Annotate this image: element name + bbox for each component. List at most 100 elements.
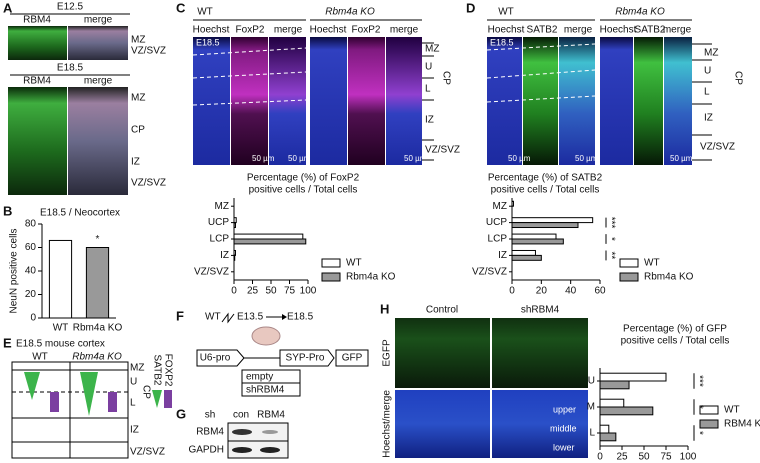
x-tick-label: 100 bbox=[680, 452, 697, 463]
column-label: merge bbox=[390, 25, 419, 36]
x-tick-label: 40 bbox=[565, 286, 577, 297]
micrograph bbox=[523, 37, 558, 165]
bar bbox=[233, 238, 307, 245]
layer-label: IZ bbox=[425, 115, 434, 126]
significance: * bbox=[605, 237, 616, 241]
significance: *** bbox=[693, 375, 704, 387]
scale-bar: 50 µm bbox=[404, 154, 427, 163]
band bbox=[262, 430, 278, 434]
group-label: WT bbox=[32, 352, 48, 363]
diagram-title: E18.5 mouse cortex bbox=[16, 339, 105, 350]
significance: * bbox=[693, 405, 704, 409]
bar bbox=[599, 406, 654, 416]
foxp2-shape bbox=[50, 392, 59, 412]
row-label: Hoechst/merge bbox=[382, 390, 393, 458]
legend-swatch bbox=[619, 258, 639, 268]
micrograph bbox=[68, 87, 128, 195]
x-tick-label: 25 bbox=[247, 286, 259, 297]
layer-label: L bbox=[704, 87, 710, 98]
micrograph bbox=[68, 26, 128, 60]
y-tick-label: UCP bbox=[208, 217, 229, 228]
promoter: U6-pro bbox=[200, 353, 231, 364]
column-label: RBM4 bbox=[23, 76, 51, 87]
x-tick-label: 25 bbox=[616, 452, 628, 463]
y-tick-label: VZ/SVZ bbox=[472, 266, 507, 277]
promoter-box bbox=[196, 349, 245, 367]
bar bbox=[48, 239, 73, 319]
micrograph bbox=[386, 37, 422, 165]
bar bbox=[233, 222, 236, 229]
column-label: merge bbox=[84, 15, 113, 26]
legend-swatch bbox=[699, 419, 719, 429]
y-tick-label: 0 bbox=[30, 313, 36, 324]
panel-label: C bbox=[176, 0, 186, 15]
column-label: con bbox=[233, 410, 249, 421]
reporter-box bbox=[335, 349, 369, 367]
x-tick-label: WT bbox=[53, 323, 69, 334]
y-axis-label: NeuN positive cells bbox=[9, 228, 20, 313]
x-tick-label: 60 bbox=[594, 286, 606, 297]
cortex-diagram bbox=[11, 361, 129, 459]
panel-label: F bbox=[176, 308, 184, 323]
bar bbox=[233, 254, 236, 261]
micrograph bbox=[559, 37, 595, 165]
row-head: sh bbox=[205, 410, 216, 421]
stage: E18.5 bbox=[490, 37, 514, 47]
satb2-shape bbox=[24, 372, 40, 400]
layer-label: VZ/SVZ bbox=[131, 178, 166, 189]
y-tick-label: L bbox=[589, 428, 595, 439]
legend-label: RBM4 KD bbox=[724, 419, 760, 430]
cp-label: CP bbox=[732, 71, 743, 85]
x-tick-label: 75 bbox=[284, 286, 296, 297]
band bbox=[232, 447, 252, 453]
scale-bar: 50 µm bbox=[575, 154, 598, 163]
y-tick-label: 20 bbox=[25, 289, 37, 300]
marker-label: SATB2 bbox=[151, 355, 162, 386]
arrowhead bbox=[282, 314, 287, 320]
layer-label: L bbox=[130, 398, 136, 409]
row-label: GAPDH bbox=[188, 445, 224, 456]
layer-label: IZ bbox=[704, 113, 713, 124]
bar bbox=[511, 254, 542, 261]
legend-label: WT bbox=[724, 405, 740, 416]
micrograph bbox=[8, 87, 67, 195]
column-label: FoxP2 bbox=[352, 25, 381, 36]
layer-label: MZ bbox=[131, 35, 145, 46]
condition-label: shRBM4 bbox=[521, 305, 560, 316]
bar bbox=[233, 217, 237, 224]
micrograph bbox=[348, 37, 385, 165]
micrograph bbox=[8, 26, 67, 60]
chart-title: Percentage (%) of GFP bbox=[623, 324, 727, 335]
group-label: WT bbox=[498, 7, 514, 18]
bar bbox=[511, 200, 514, 207]
scale-bar: 50 µm bbox=[252, 154, 275, 163]
marker-label: FOXP2 bbox=[162, 354, 173, 387]
column-label: RBM4 bbox=[257, 410, 285, 421]
x-tick-label: 20 bbox=[536, 286, 548, 297]
layer-label: U bbox=[425, 62, 432, 73]
micrograph bbox=[600, 37, 633, 165]
column-label: Hoechst bbox=[488, 25, 525, 36]
y-tick-label: IZ bbox=[220, 250, 229, 261]
column-label: merge bbox=[274, 25, 303, 36]
zone-label: lower bbox=[553, 442, 575, 452]
layer-ticks bbox=[422, 42, 434, 161]
column-label: RBM4 bbox=[23, 15, 51, 26]
bar bbox=[511, 222, 579, 229]
layer-label: U bbox=[704, 66, 711, 77]
layer-label: U bbox=[130, 377, 137, 388]
bar bbox=[233, 249, 236, 256]
micrograph bbox=[492, 318, 588, 388]
layer-label: MZ bbox=[131, 93, 145, 104]
row-label: EGFP bbox=[382, 339, 393, 367]
chart-title: positive cells / Total cells bbox=[491, 185, 600, 196]
stage: E18.5 bbox=[287, 312, 314, 323]
bar bbox=[85, 247, 110, 319]
row-label: RBM4 bbox=[196, 427, 224, 438]
stage: E12.5 bbox=[57, 2, 84, 13]
layer-label: MZ bbox=[704, 48, 718, 59]
legend-swatch bbox=[164, 390, 172, 408]
layer-label: CP bbox=[131, 125, 145, 136]
bar bbox=[511, 217, 594, 224]
layer-label: IZ bbox=[131, 157, 140, 168]
